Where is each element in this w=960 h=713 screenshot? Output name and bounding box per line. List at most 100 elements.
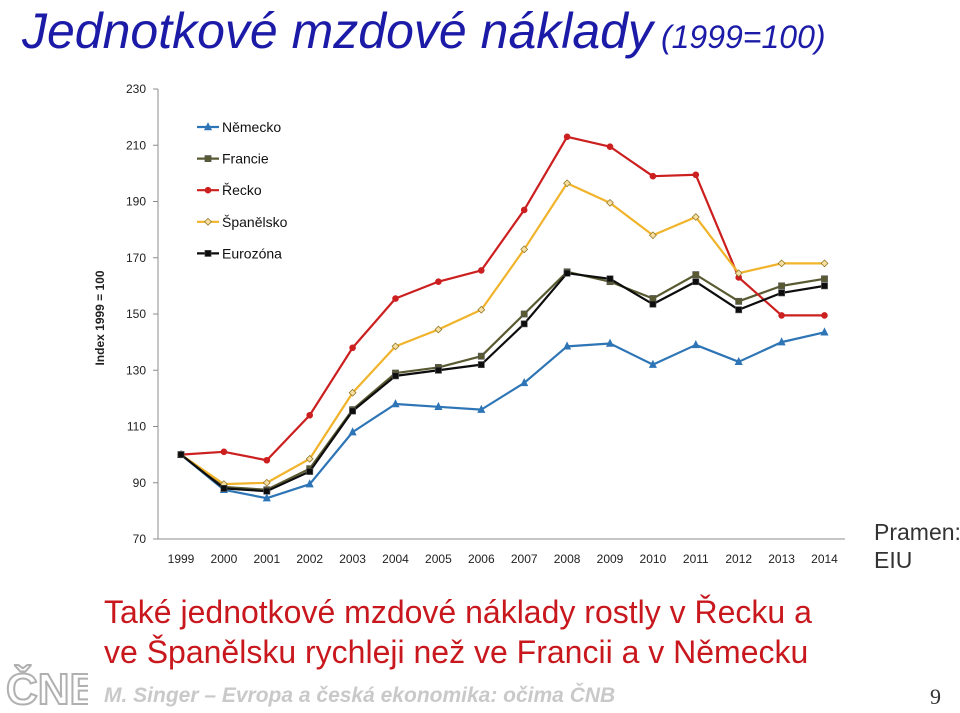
- y-tick-label: 110: [127, 420, 146, 434]
- x-tick-label: 2000: [211, 552, 238, 566]
- data-point: [263, 456, 271, 464]
- y-tick-label: 190: [126, 195, 146, 209]
- data-point: [692, 271, 700, 279]
- source-note: Pramen: EIU: [874, 518, 960, 574]
- legend-item: Španělsko: [197, 214, 288, 230]
- data-point: [434, 325, 443, 334]
- data-point: [477, 404, 486, 413]
- data-point: [734, 356, 743, 366]
- legend-swatch-marker: [204, 250, 212, 257]
- caption-line-1: Také jednotkové mzdové náklady rostly v …: [104, 594, 812, 630]
- data-point: [735, 297, 743, 305]
- legend-label: Francie: [222, 151, 269, 167]
- page-number: 9: [930, 684, 941, 709]
- data-point: [648, 359, 657, 368]
- data-point: [605, 338, 615, 347]
- data-point: [392, 372, 399, 380]
- legend-swatch-marker: [203, 122, 213, 131]
- x-tick-label: 2008: [554, 552, 581, 566]
- data-point: [177, 451, 185, 459]
- data-point: [563, 179, 571, 188]
- data-point: [563, 269, 571, 277]
- legend-item: Francie: [197, 151, 269, 167]
- data-point: [777, 259, 786, 268]
- series-5: [177, 269, 828, 495]
- legend-label: Německo: [222, 119, 281, 135]
- data-point: [220, 448, 228, 456]
- data-point: [520, 378, 529, 387]
- data-point: [263, 487, 271, 495]
- data-point: [262, 478, 271, 487]
- data-point: [820, 327, 829, 336]
- data-point: [520, 206, 528, 214]
- legend-swatch-marker: [204, 186, 212, 194]
- y-tick-label: 70: [133, 532, 147, 546]
- series-4: [177, 179, 829, 489]
- data-point: [692, 278, 700, 286]
- y-tick-label: 130: [126, 363, 146, 377]
- data-point: [477, 305, 486, 314]
- series-line: [180, 331, 825, 500]
- x-tick-label: 2012: [725, 552, 752, 566]
- y-tick-label: 90: [133, 476, 147, 490]
- series-1: [176, 327, 829, 502]
- legend-item: Řecko: [197, 182, 262, 198]
- data-point: [649, 231, 657, 240]
- data-point: [606, 143, 614, 150]
- data-point: [306, 411, 314, 419]
- data-point: [649, 172, 657, 180]
- x-tick-label: 2002: [296, 552, 323, 566]
- data-point: [606, 275, 614, 283]
- data-point: [821, 282, 828, 290]
- x-tick-label: 2013: [768, 552, 795, 566]
- data-point: [435, 278, 442, 285]
- x-tick-label: 2003: [339, 552, 366, 566]
- data-point: [392, 295, 399, 302]
- chart-axes: 70 90 110 130 150 170 190 210 230 1999 2000 2001 200…: [93, 82, 845, 566]
- y-axis-label: Index 1999 = 100: [93, 270, 107, 365]
- data-point: [477, 352, 485, 360]
- legend-label: Řecko: [222, 182, 262, 198]
- series-line: [180, 272, 825, 493]
- data-point: [734, 269, 743, 278]
- cnb-logo: ČNB: [6, 662, 88, 710]
- data-point: [220, 484, 228, 492]
- series-line: [180, 135, 825, 462]
- series-line: [180, 182, 825, 486]
- x-tick-label: 2006: [468, 552, 495, 566]
- legend-label: Eurozóna: [222, 245, 282, 261]
- slide-title-suffix: (1999=100): [660, 19, 826, 55]
- legend-item: Německo: [197, 119, 281, 135]
- y-tick-label: 170: [126, 251, 146, 265]
- slide-caption: Také jednotkové mzdové náklady rostly v …: [104, 592, 812, 672]
- data-point: [691, 213, 700, 221]
- x-tick-label: 2007: [511, 552, 538, 566]
- chart-legend: Německo Francie Řecko Španělsko Eurozóna: [197, 119, 288, 261]
- source-label: Pramen:: [874, 519, 960, 545]
- data-point: [563, 133, 571, 141]
- legend-swatch-marker: [204, 217, 212, 226]
- data-point: [520, 245, 529, 254]
- series-line: [180, 270, 825, 491]
- data-point: [691, 340, 700, 349]
- y-tick-label: 210: [126, 138, 146, 152]
- data-point: [649, 300, 657, 308]
- legend-label: Španělsko: [222, 214, 288, 230]
- y-tick-label: 230: [126, 82, 146, 96]
- data-point: [778, 312, 785, 319]
- x-tick-label: 2011: [683, 552, 709, 566]
- data-point: [520, 310, 528, 318]
- series-3: [177, 133, 828, 464]
- data-point: [305, 479, 314, 488]
- footer-text: M. Singer – Evropa a česká ekonomika: oč…: [104, 684, 616, 707]
- data-point: [520, 320, 528, 328]
- x-tick-label: 2005: [425, 552, 452, 566]
- data-point: [778, 289, 785, 297]
- x-tick-label: 2004: [382, 552, 409, 566]
- data-point: [349, 407, 356, 415]
- slide-title: Jednotkové mzdové náklady (1999=100): [22, 2, 826, 60]
- data-point: [434, 401, 443, 411]
- data-point: [777, 337, 786, 346]
- source-value: EIU: [874, 547, 913, 573]
